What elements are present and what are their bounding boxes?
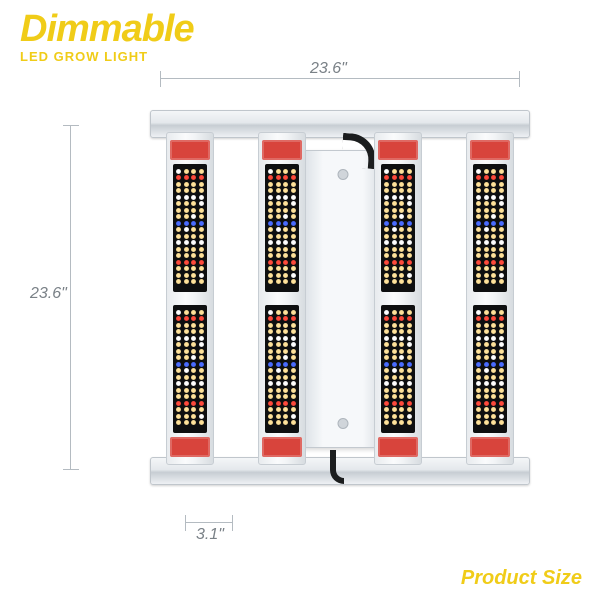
- bar-endcap: [378, 437, 418, 457]
- dimension-width-line: [160, 78, 520, 79]
- led-bar-2: [258, 132, 306, 465]
- title-main: Dimmable: [20, 8, 194, 51]
- led-window: [381, 164, 415, 292]
- dimension-bar-line: [185, 522, 233, 523]
- led-window: [265, 305, 299, 433]
- bar-endcap: [262, 140, 302, 160]
- bar-endcap: [170, 437, 210, 457]
- dimension-width-value: 23.6": [310, 60, 347, 78]
- led-bar-1: [166, 132, 214, 465]
- title-sub: LED GROW LIGHT: [20, 49, 194, 64]
- driver-module: [302, 150, 384, 448]
- bar-endcap: [470, 437, 510, 457]
- footer-label: Product Size: [461, 567, 582, 590]
- led-window: [381, 305, 415, 433]
- grow-light-fixture: [150, 110, 530, 485]
- dimension-bar-value: 3.1": [196, 526, 224, 544]
- bar-endcap: [170, 140, 210, 160]
- led-bar-4: [466, 132, 514, 465]
- led-window: [173, 164, 207, 292]
- power-cable-icon: [341, 133, 377, 169]
- dimension-height-value: 23.6": [30, 285, 67, 303]
- led-window: [473, 164, 507, 292]
- title-block: Dimmable LED GROW LIGHT: [20, 8, 194, 64]
- led-window: [473, 305, 507, 433]
- bar-endcap: [262, 437, 302, 457]
- dimension-height-line: [70, 125, 71, 470]
- led-window: [173, 305, 207, 433]
- bar-endcap: [470, 140, 510, 160]
- bar-endcap: [378, 140, 418, 160]
- led-bar-3: [374, 132, 422, 465]
- led-window: [265, 164, 299, 292]
